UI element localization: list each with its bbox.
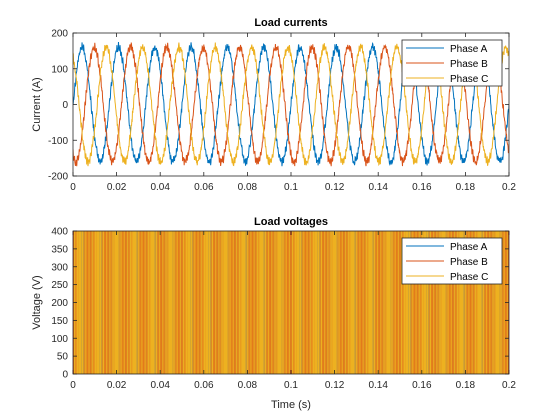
y-tick-label: 300 — [51, 262, 68, 273]
chart-title: Load currents — [254, 17, 327, 29]
legend-label-phase-a: Phase A — [450, 242, 488, 253]
y-tick-label: 250 — [51, 280, 68, 291]
x-tick-label: 0.1 — [284, 182, 298, 193]
x-tick-label: 0.14 — [368, 380, 388, 391]
load-currents-axes: 0 0.02 0.04 0.06 0.08 0.1 0.12 0.14 0.16 0.18 0.2 -… — [31, 17, 516, 193]
y-tick-label: 50 — [57, 352, 69, 363]
x-tick-label: 0.08 — [238, 182, 258, 193]
legend-label-phase-c: Phase C — [450, 74, 488, 85]
x-tick-label: 0.02 — [107, 182, 127, 193]
x-tick-label: 0.16 — [412, 182, 432, 193]
ticks-layer: 0 0.02 0.04 0.06 0.08 0.1 0.12 0.14 0.16 0.18 0.2 -… — [48, 29, 516, 194]
x-tick-label: 0.2 — [502, 182, 516, 193]
axes-box — [72, 32, 510, 177]
x-tick-label: 0 — [70, 380, 76, 391]
x-tick-label: 0.1 — [284, 380, 298, 391]
legend-label-phase-b: Phase B — [450, 257, 488, 268]
chart-title: Load voltages — [254, 216, 328, 228]
x-tick-label: 0.02 — [107, 380, 127, 391]
y-tick-label: -200 — [48, 172, 68, 183]
legend-label-phase-b: Phase B — [450, 59, 488, 70]
axes-box — [72, 230, 510, 375]
y-tick-label: -100 — [48, 136, 68, 147]
y-axis-label: Current (A) — [31, 77, 43, 131]
y-axis-label: Voltage (V) — [31, 275, 43, 329]
x-tick-label: 0.16 — [412, 380, 432, 391]
x-tick-label: 0.08 — [238, 380, 258, 391]
legend: Phase A Phase B Phase C — [401, 39, 503, 87]
x-tick-label: 0.2 — [502, 380, 516, 391]
series-line-phase-b — [73, 42, 509, 167]
x-tick-label: 0.06 — [194, 380, 214, 391]
x-tick-label: 0.12 — [325, 182, 345, 193]
x-tick-label: 0.18 — [456, 182, 476, 193]
x-tick-label: 0.18 — [456, 380, 476, 391]
y-tick-label: 200 — [51, 29, 68, 40]
y-tick-label: 350 — [51, 244, 68, 255]
y-tick-label: 200 — [51, 298, 68, 309]
y-tick-label: 100 — [51, 334, 68, 345]
load-voltages-axes: 0 0.02 0.04 0.06 0.08 0.1 0.12 0.14 0.16 0.18 0.2 0… — [31, 216, 516, 411]
x-tick-label: 0.04 — [150, 380, 170, 391]
x-tick-label: 0.06 — [194, 182, 214, 193]
y-tick-label: 150 — [51, 316, 68, 327]
x-tick-label: 0.12 — [325, 380, 345, 391]
y-tick-label: 0 — [62, 370, 68, 381]
y-tick-label: 100 — [51, 64, 68, 75]
legend-label-phase-c: Phase C — [450, 272, 488, 283]
x-tick-label: 0.14 — [368, 182, 388, 193]
ticks-layer: 0 0.02 0.04 0.06 0.08 0.1 0.12 0.14 0.16 0.18 0.2 0… — [51, 227, 516, 392]
legend: Phase A Phase B Phase C — [401, 237, 503, 285]
x-tick-label: 0 — [70, 182, 76, 193]
x-tick-label: 0.04 — [150, 182, 170, 193]
y-tick-label: 400 — [51, 227, 68, 238]
x-axis-label: Time (s) — [271, 399, 311, 411]
y-tick-label: 0 — [62, 100, 68, 111]
legend-label-phase-a: Phase A — [450, 44, 488, 55]
series-line-phase-a — [73, 42, 509, 167]
